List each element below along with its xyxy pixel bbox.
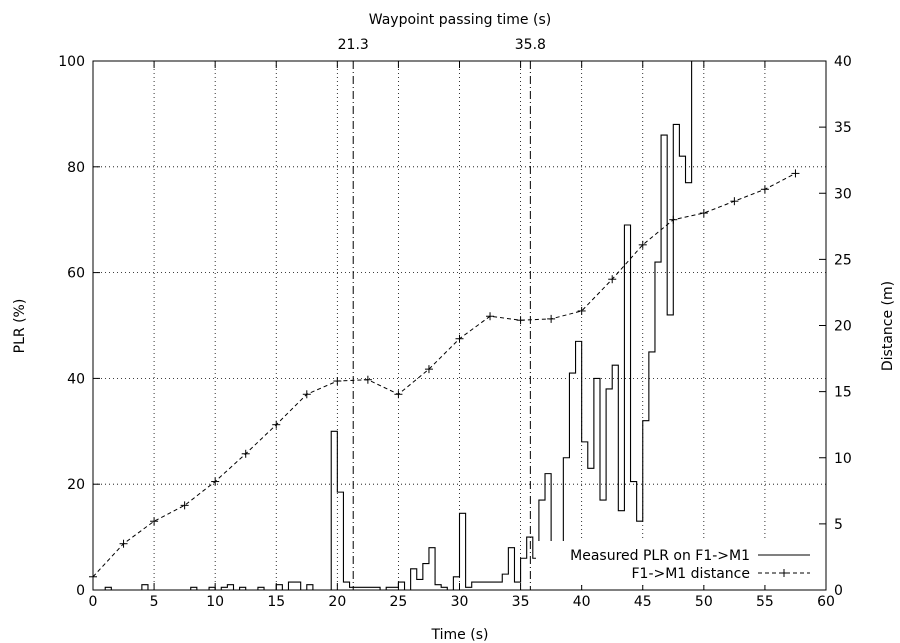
y-axis-label-left: PLR (%) [12, 299, 28, 354]
distance-point [486, 312, 495, 321]
x-tick-label: 15 [267, 594, 285, 610]
distance-point [150, 517, 159, 526]
y-right-tick-label: 20 [834, 319, 852, 335]
distance-point [180, 501, 189, 510]
x-tick-label: 30 [451, 594, 469, 610]
y-right-tick-label: 25 [834, 252, 852, 268]
distance-point [638, 240, 647, 249]
distance-point [211, 477, 220, 486]
distance-point [89, 572, 97, 581]
distance-point [455, 334, 464, 343]
distance-point [669, 215, 678, 224]
y-left-tick-label: 80 [67, 160, 85, 176]
x-tick-label: 5 [150, 594, 159, 610]
y-right-tick-label: 10 [834, 451, 852, 467]
distance-point [119, 539, 128, 548]
top-axis-label: Waypoint passing time (s) [369, 12, 551, 28]
waypoint-label: 21.3 [338, 37, 369, 53]
distance-point [608, 275, 617, 284]
x-tick-label: 60 [817, 594, 835, 610]
series-distance-line [92, 172, 796, 578]
x-tick-label: 10 [206, 594, 224, 610]
y-left-tick-label: 40 [67, 371, 85, 387]
y-right-tick-label: 35 [834, 120, 852, 136]
distance-point [760, 185, 769, 194]
waypoint-label: 35.8 [515, 37, 546, 53]
x-axis-label: Time (s) [431, 627, 489, 643]
y-right-tick-label: 15 [834, 385, 852, 401]
y-right-tick-label: 40 [834, 54, 852, 70]
y-right-tick-label: 30 [834, 186, 852, 202]
distance-point [699, 209, 708, 218]
series-plr-line [97, 60, 705, 591]
y-left-tick-label: 20 [67, 477, 85, 493]
legend-label-plr: Measured PLR on F1->M1 [570, 548, 750, 564]
x-tick-label: 20 [328, 594, 346, 610]
distance-point [516, 316, 525, 325]
y-left-tick-label: 100 [58, 54, 85, 70]
legend-label-distance: F1->M1 distance [631, 566, 750, 582]
axis-ticks: 0 5 10 15 20 25 30 35 40 45 50 55 600204060801000510… [58, 54, 852, 610]
distance-point [363, 375, 372, 384]
y-right-tick-label: 0 [834, 583, 843, 599]
legend-swatch-distance-marker [780, 569, 788, 577]
distance-point [730, 197, 739, 206]
waypoint-markers: 21.3 35.8 [338, 37, 546, 590]
x-tick-label: 50 [695, 594, 713, 610]
x-tick-label: 55 [756, 594, 774, 610]
distance-point [302, 390, 311, 399]
legend: Measured PLR on F1->M1 F1->M1 distance [536, 541, 816, 585]
distance-point [577, 306, 586, 315]
x-tick-label: 40 [573, 594, 591, 610]
y-left-tick-label: 0 [76, 583, 85, 599]
legend-background [536, 541, 816, 585]
distance-point [272, 420, 281, 429]
distance-point [547, 314, 556, 323]
x-tick-label: 25 [390, 594, 408, 610]
distance-point [241, 449, 250, 458]
y-axis-label-right: Distance (m) [880, 281, 896, 371]
distance-point [333, 377, 342, 386]
y-left-tick-label: 60 [67, 266, 85, 282]
distance-point [394, 390, 403, 399]
grid [93, 61, 826, 590]
x-tick-label: 35 [512, 594, 530, 610]
distance-point [791, 169, 800, 178]
distance-point [424, 365, 433, 374]
series [89, 60, 800, 591]
x-tick-label: 45 [634, 594, 652, 610]
y-right-tick-label: 5 [834, 517, 843, 533]
x-tick-label: 0 [89, 594, 98, 610]
